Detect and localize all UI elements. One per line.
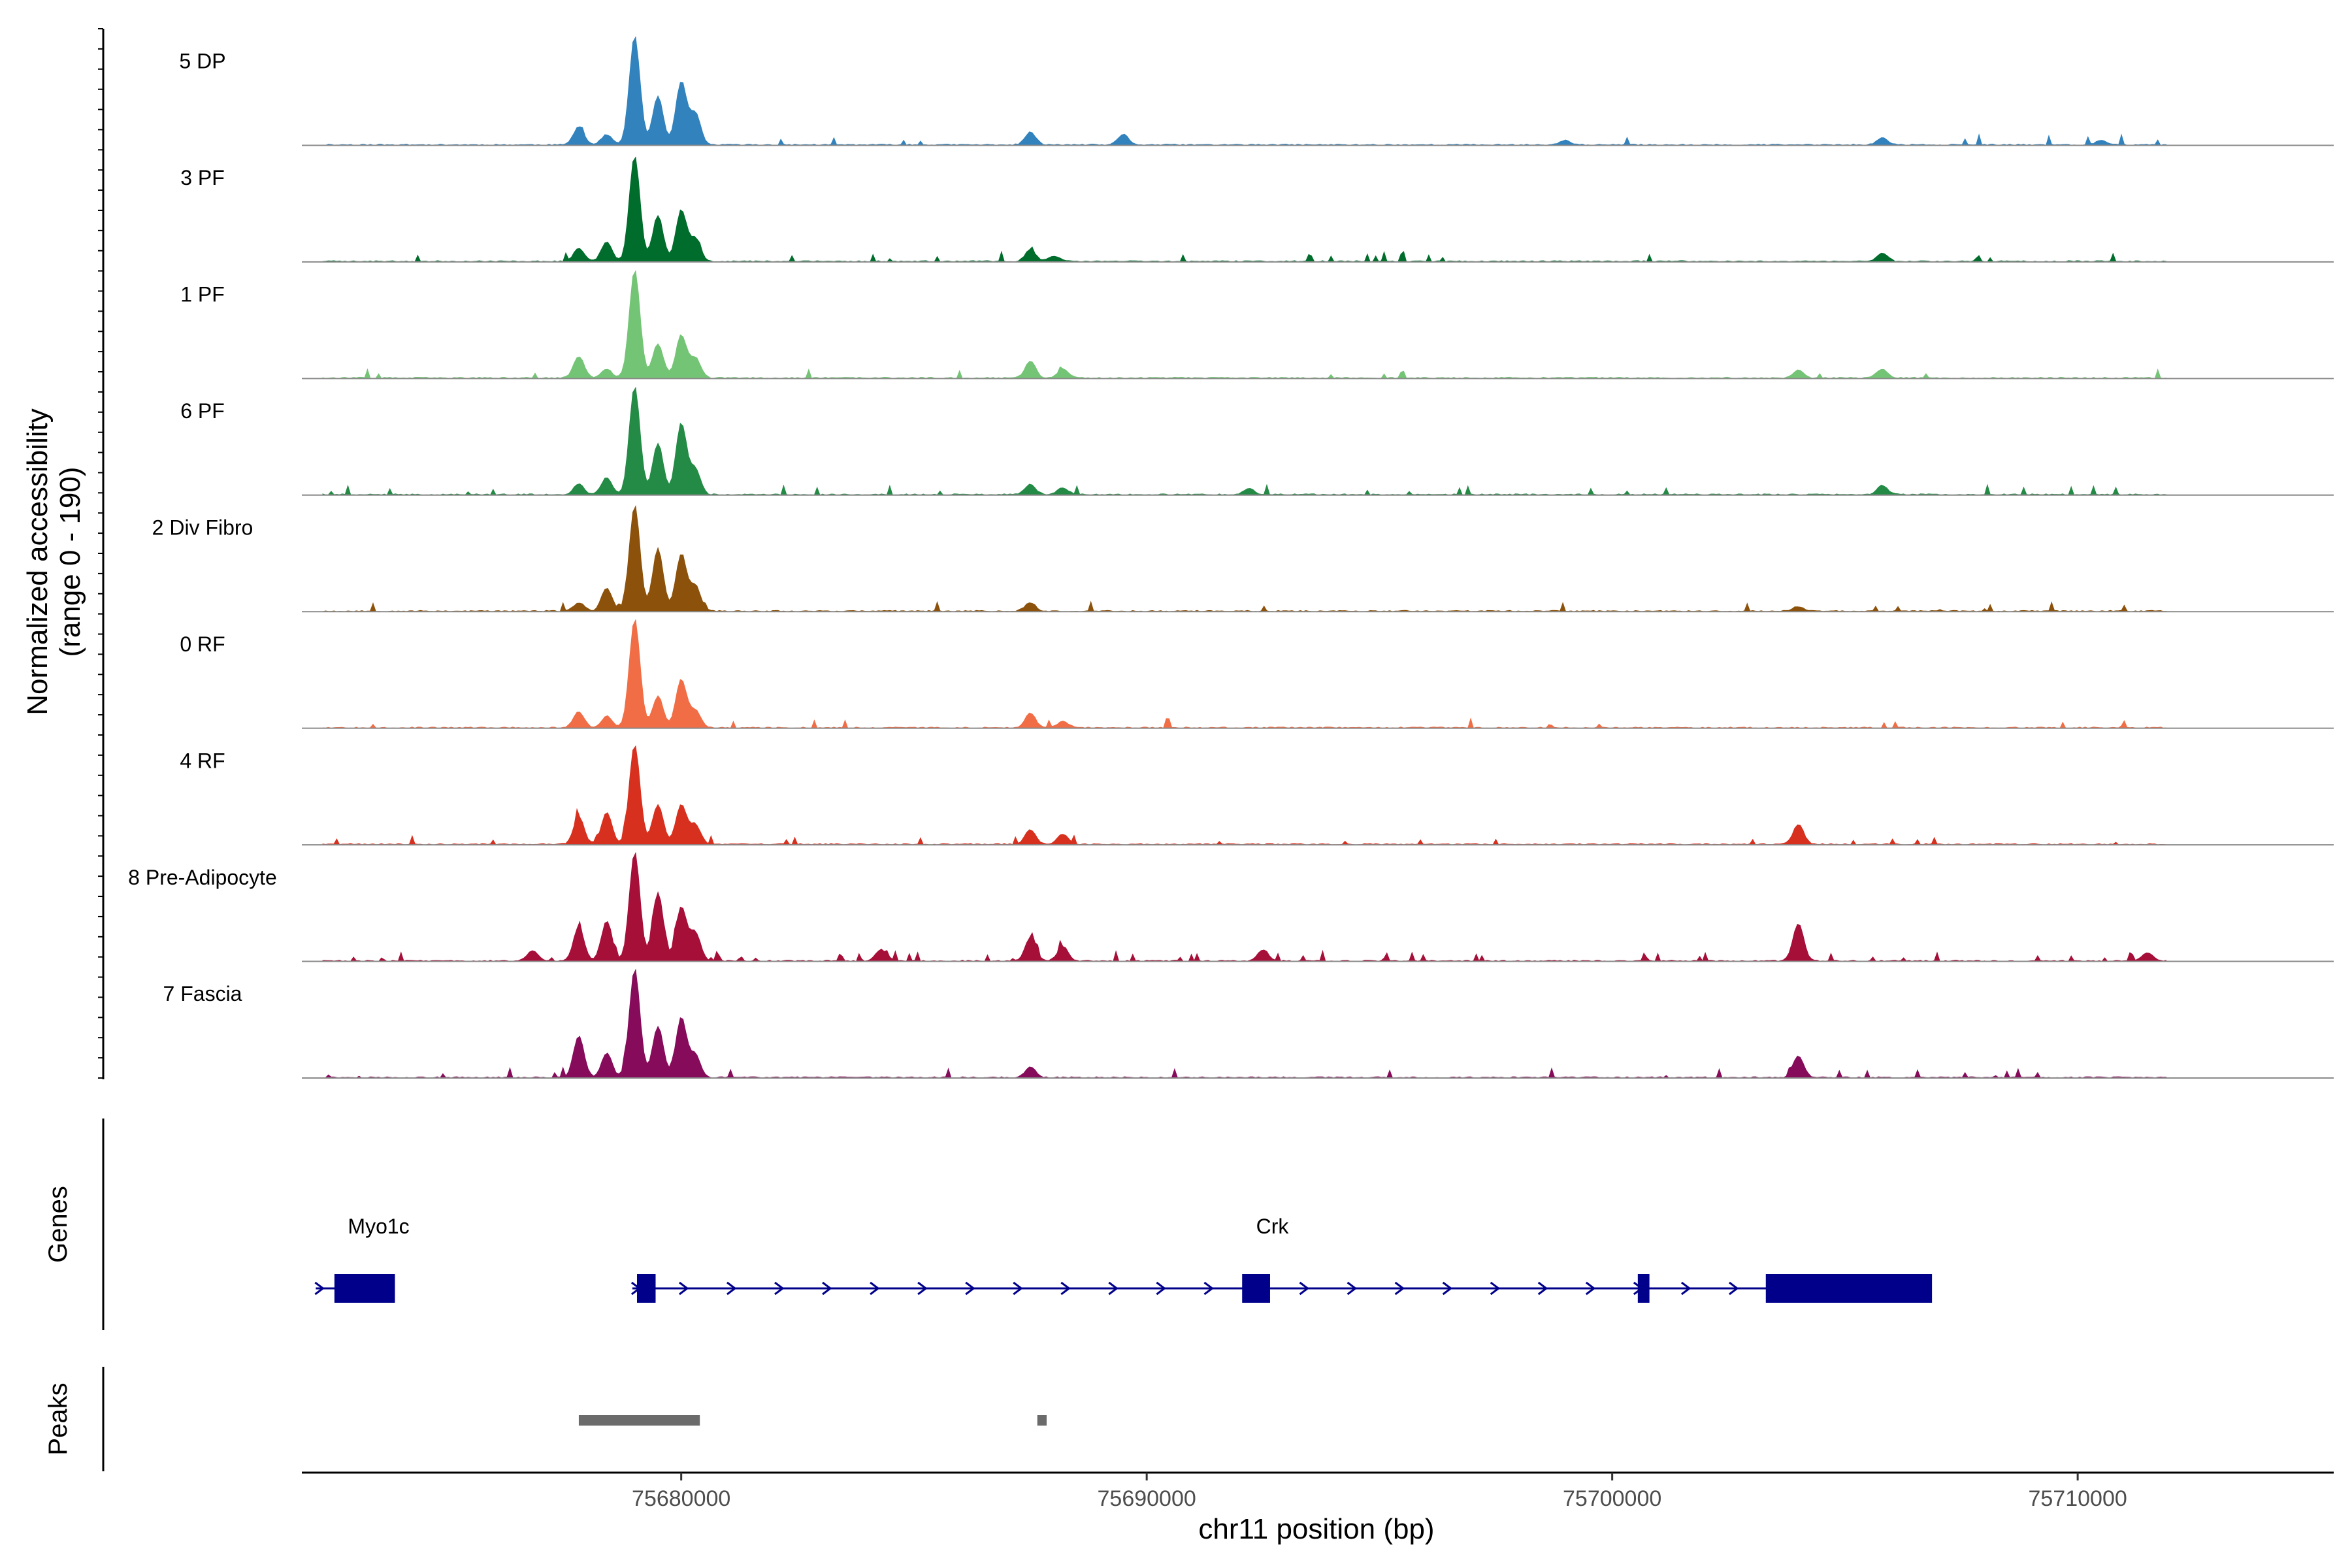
track-label: 7 Fascia <box>163 982 242 1005</box>
exon-block <box>334 1274 395 1303</box>
track-label: 0 RF <box>180 632 225 656</box>
strand-chevron-icon <box>1442 1281 1453 1296</box>
track: 8 Pre-Adipocyte <box>128 852 2334 962</box>
track: 5 DP <box>179 36 2334 146</box>
exon-block <box>636 1274 656 1303</box>
strand-chevron-icon <box>1347 1281 1358 1296</box>
strand-chevron-icon <box>1394 1281 1405 1296</box>
track-label: 2 Div Fibro <box>152 515 253 539</box>
track-label: 8 Pre-Adipocyte <box>128 866 277 889</box>
coverage-area <box>322 36 2166 146</box>
exon-block <box>1637 1274 1650 1303</box>
track-label: 3 PF <box>180 166 225 189</box>
peaks-panel: Peaks <box>44 1367 1047 1471</box>
strand-chevron-icon <box>1681 1281 1691 1296</box>
coverage-tracks: 5 DP 3 PF 1 PF 6 PF 2 Div Fibro 0 RF 4 RF 8 Pre… <box>128 36 2334 1079</box>
exon-block <box>1765 1274 1933 1303</box>
strand-chevron-icon <box>822 1281 832 1296</box>
y-axis-title: Normalized accessibility (range 0 - 190) <box>22 408 86 715</box>
coverage-area <box>322 505 2166 612</box>
track: 6 PF <box>180 386 2334 496</box>
strand-chevron-icon <box>1156 1281 1166 1296</box>
track: 0 RF <box>180 619 2334 729</box>
coverage-area <box>322 852 2166 962</box>
track-label: 6 PF <box>180 399 225 423</box>
x-tick-label: 75680000 <box>632 1486 730 1511</box>
strand-chevron-icon <box>1108 1281 1119 1296</box>
y-axis-title-line2: (range 0 - 190) <box>54 466 86 657</box>
genes-panel: Genes Myo1c Crk <box>44 1119 1933 1330</box>
strand-chevron-icon <box>870 1281 880 1296</box>
gene-label: Crk <box>1256 1215 1290 1238</box>
strand-chevron-icon <box>917 1281 928 1296</box>
gene-label: Myo1c <box>348 1215 409 1238</box>
track-label: 4 RF <box>180 749 225 772</box>
coverage-area <box>322 745 2166 845</box>
strand-chevron-icon <box>1203 1281 1214 1296</box>
peak-region <box>1037 1415 1047 1426</box>
gene: Myo1c <box>314 1215 410 1303</box>
exon-block <box>1242 1274 1270 1303</box>
track-label: 1 PF <box>180 283 225 306</box>
coverage-area <box>322 619 2166 729</box>
x-tick-label: 75690000 <box>1098 1486 1196 1511</box>
coverage-area <box>322 968 2166 1079</box>
strand-chevron-icon <box>1585 1281 1596 1296</box>
strand-chevron-icon <box>1537 1281 1548 1296</box>
strand-chevron-icon <box>1729 1281 1739 1296</box>
x-axis: chr11 position (bp) 75680000 75690000 7570… <box>302 1471 2334 1545</box>
track: 4 RF <box>180 745 2334 846</box>
coverage-axis <box>98 28 105 1079</box>
track: 3 PF <box>180 156 2334 263</box>
peak-region <box>578 1415 700 1426</box>
coverage-area <box>322 156 2166 263</box>
gene: Crk <box>630 1215 1933 1303</box>
strand-chevron-icon <box>1490 1281 1501 1296</box>
coverage-area <box>322 386 2166 496</box>
track: 7 Fascia <box>163 968 2334 1079</box>
strand-chevron-icon <box>727 1281 737 1296</box>
strand-chevron-icon <box>965 1281 975 1296</box>
strand-chevron-icon <box>314 1281 325 1296</box>
x-tick-label: 75700000 <box>1563 1486 1661 1511</box>
track-label: 5 DP <box>179 50 225 73</box>
strand-chevron-icon <box>1013 1281 1023 1296</box>
genes-panel-label: Genes <box>44 1186 73 1263</box>
coverage-area <box>322 270 2166 379</box>
track: 1 PF <box>180 270 2334 380</box>
strand-chevron-icon <box>774 1281 785 1296</box>
strand-chevron-icon <box>1299 1281 1310 1296</box>
x-axis-title: chr11 position (bp) <box>1198 1513 1434 1545</box>
x-tick-label: 75710000 <box>2028 1486 2127 1511</box>
y-axis-title-line1: Normalized accessibility <box>22 408 54 715</box>
peaks-panel-label: Peaks <box>44 1382 73 1455</box>
strand-chevron-icon <box>1060 1281 1071 1296</box>
track: 2 Div Fibro <box>152 505 2334 613</box>
strand-chevron-icon <box>679 1281 689 1296</box>
